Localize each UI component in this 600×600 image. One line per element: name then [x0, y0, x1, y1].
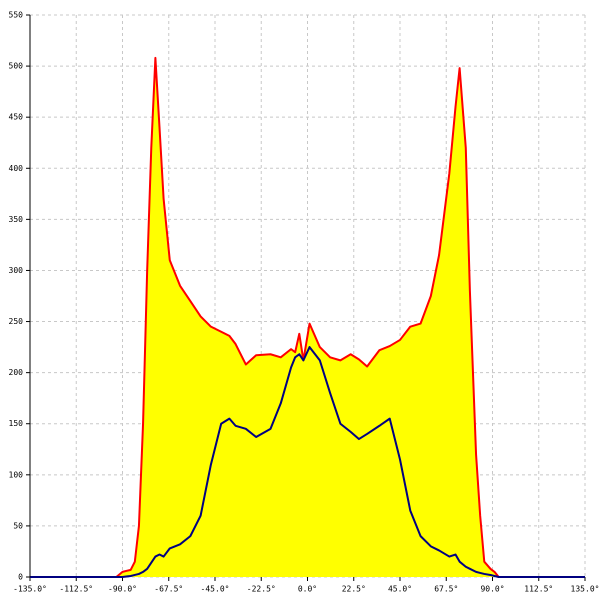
y-tick-label: 150 [9, 419, 24, 428]
y-tick-label: 500 [9, 62, 24, 71]
x-tick-label: -22.5° [247, 585, 276, 594]
y-tick-label: 50 [13, 521, 23, 530]
y-tick-label: 300 [9, 266, 24, 275]
x-tick-label: 135.0° [571, 585, 600, 594]
y-tick-label: 0 [18, 573, 23, 582]
y-tick-label: 350 [9, 215, 24, 224]
y-tick-label: 100 [9, 470, 24, 479]
area [30, 57, 585, 577]
y-tick-label: 250 [9, 317, 24, 326]
x-tick-label: 45.0° [388, 585, 412, 594]
line [30, 346, 585, 578]
x-tick-label: 67.5° [434, 585, 458, 594]
x-tick-label: -45.0° [201, 585, 230, 594]
x-tick-label: -67.5° [154, 585, 183, 594]
y-tick-label: 450 [9, 113, 24, 122]
x-tick-label: 22.5° [342, 585, 366, 594]
x-tick-label: -135.0° [13, 585, 47, 594]
x-tick-label: -112.5° [59, 585, 93, 594]
y-tick-label: 550 [9, 11, 24, 20]
line [30, 56, 585, 578]
y-tick-label: 200 [9, 368, 24, 377]
x-tick-label: -90.0° [108, 585, 137, 594]
x-tick-label: 112.5° [524, 585, 553, 594]
y-tick-label: 400 [9, 164, 24, 173]
x-tick-label: 0.0° [298, 585, 317, 594]
x-tick-label: 90.0° [480, 585, 504, 594]
